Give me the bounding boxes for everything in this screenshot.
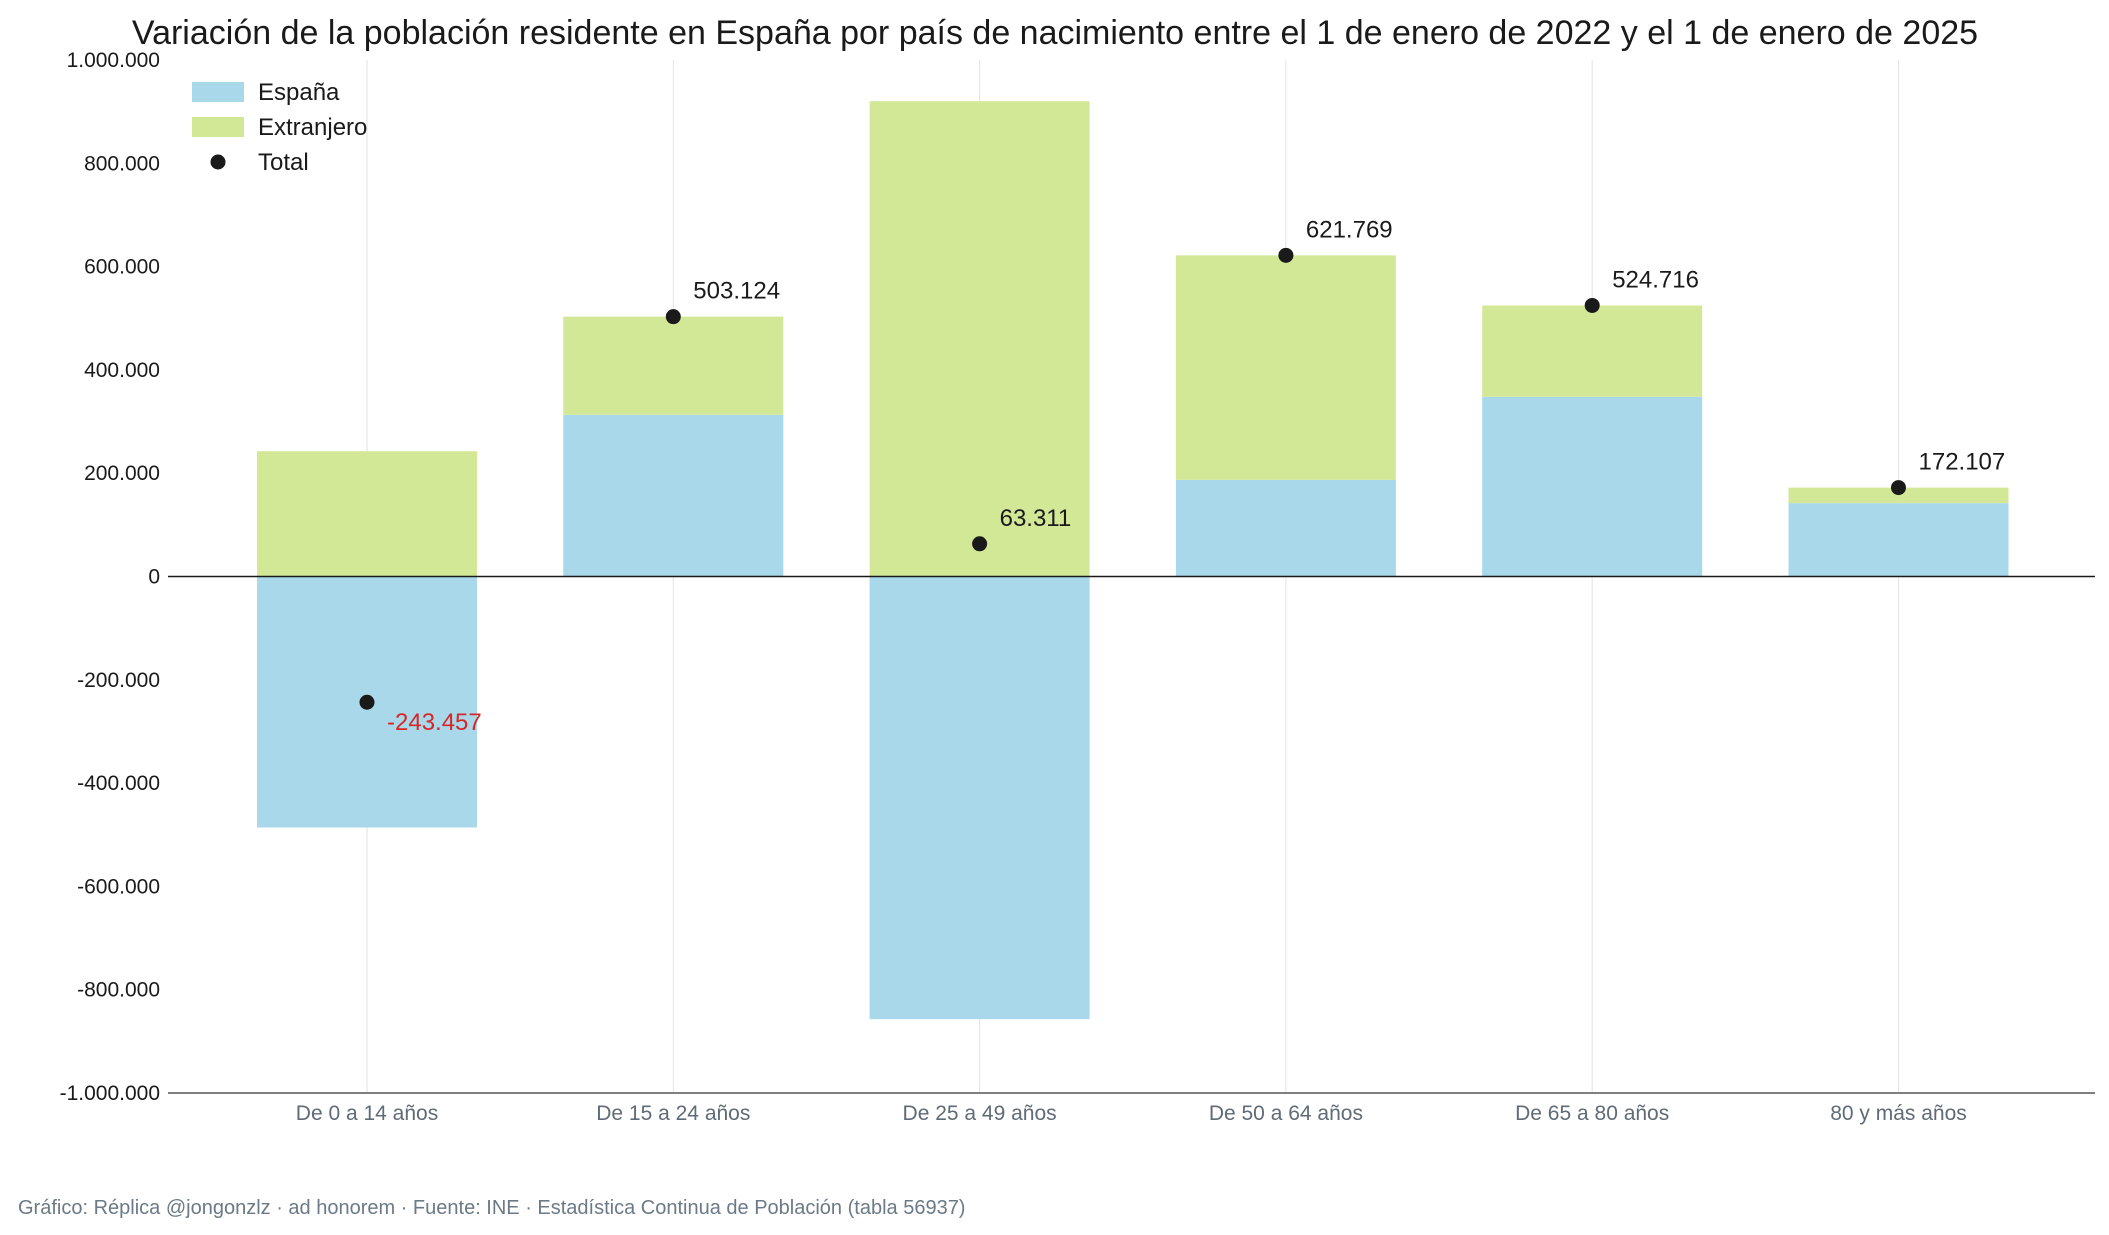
y-tick-label: -800.000 (77, 979, 160, 1002)
bar-espana (1482, 396, 1703, 577)
footer-credit: Gráfico: Réplica @jongonzlz · ad honorem… (18, 1197, 966, 1219)
legend-marker (210, 154, 226, 170)
y-tick-label: -400.000 (77, 772, 160, 795)
bar-espana (1788, 503, 2009, 577)
total-point (1891, 480, 1906, 496)
total-point (1278, 247, 1294, 263)
bar-espana (1175, 479, 1396, 577)
legend-label: Total (258, 149, 309, 176)
bar-extranjero (1788, 487, 2009, 504)
legend-label: España (258, 79, 340, 106)
bar-extranjero (1175, 255, 1396, 480)
y-tick-label: 800.000 (84, 152, 160, 175)
x-tick-label: De 50 a 64 años (1209, 1102, 1363, 1125)
total-label: 503.124 (693, 278, 780, 305)
x-axis-ticks: De 0 a 14 años De 15 a 24 años De 25 a 49 … (296, 1102, 1967, 1125)
x-tick-label: De 0 a 14 años (296, 1102, 438, 1125)
y-tick-label: 0 (148, 566, 160, 589)
bar-extranjero (563, 316, 784, 415)
bar-extranjero (257, 451, 477, 577)
y-axis-ticks: 1.000.000 800.000 600.000 400.000 200.000 0 -2… (60, 49, 160, 1105)
total-markers: -243.457 503.124 63.311 621.769 524.716 172.1… (359, 216, 2006, 736)
legend-swatch (192, 117, 244, 137)
total-label: -243.457 (387, 709, 482, 736)
total-point (972, 536, 988, 552)
total-point (665, 309, 681, 325)
bar-espana (869, 576, 1090, 1020)
x-tick-label: 80 y más años (1830, 1102, 1967, 1125)
total-label: 621.769 (1306, 216, 1393, 243)
legend-label: Extranjero (258, 114, 367, 141)
legend-swatch (192, 82, 244, 102)
bar-espana (563, 414, 784, 577)
x-tick-label: De 15 a 24 años (596, 1102, 750, 1125)
y-tick-label: 400.000 (84, 359, 160, 382)
total-label: 172.107 (1919, 449, 2006, 476)
bars (257, 101, 2009, 1020)
y-tick-label: 1.000.000 (67, 49, 160, 72)
bar-extranjero (1482, 305, 1703, 397)
total-label: 63.311 (1000, 505, 1072, 532)
total-point (359, 694, 375, 710)
y-tick-label: -200.000 (77, 669, 160, 692)
total-point (1584, 297, 1600, 313)
bar-extranjero (869, 101, 1090, 577)
axes (168, 575, 2095, 1094)
x-tick-label: De 25 a 49 años (903, 1102, 1057, 1125)
y-tick-label: -600.000 (77, 875, 160, 898)
y-tick-label: 600.000 (84, 256, 160, 279)
total-label: 524.716 (1612, 266, 1699, 293)
y-tick-label: -1.000.000 (60, 1082, 160, 1105)
x-tick-label: De 65 a 80 años (1515, 1102, 1669, 1125)
chart-title: Variación de la población residente en E… (132, 14, 1978, 52)
y-tick-label: 200.000 (84, 462, 160, 485)
legend: España Extranjero Total (192, 79, 367, 176)
